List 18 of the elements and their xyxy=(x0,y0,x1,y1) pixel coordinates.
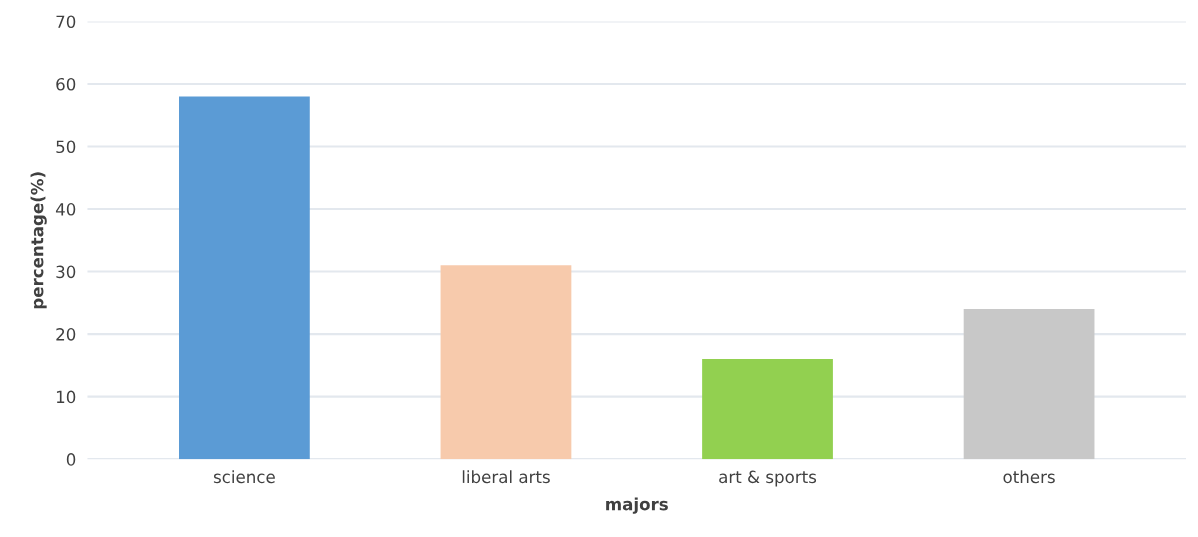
x-tick-label: others xyxy=(1003,470,1055,484)
x-axis-title: majors xyxy=(606,497,668,514)
y-tick-label: 70 xyxy=(56,15,76,29)
y-tick-label: 40 xyxy=(55,203,76,216)
bar xyxy=(963,309,1095,460)
y-tick-label: 10 xyxy=(56,390,76,404)
x-tick-label: art & sports xyxy=(719,470,817,487)
y-tick-label: 60 xyxy=(56,77,76,91)
y-axis-title: percentage(%) xyxy=(30,172,47,309)
x-tick-label: liberal arts xyxy=(462,470,550,484)
y-tick-label: 30 xyxy=(56,265,76,279)
y-tick-label: 0 xyxy=(66,453,76,466)
bar xyxy=(702,359,833,460)
bar xyxy=(440,265,572,460)
y-tick-label: 20 xyxy=(56,328,76,341)
bar xyxy=(179,96,310,460)
x-tick-label: science xyxy=(213,470,275,484)
y-tick-label: 50 xyxy=(56,140,76,154)
